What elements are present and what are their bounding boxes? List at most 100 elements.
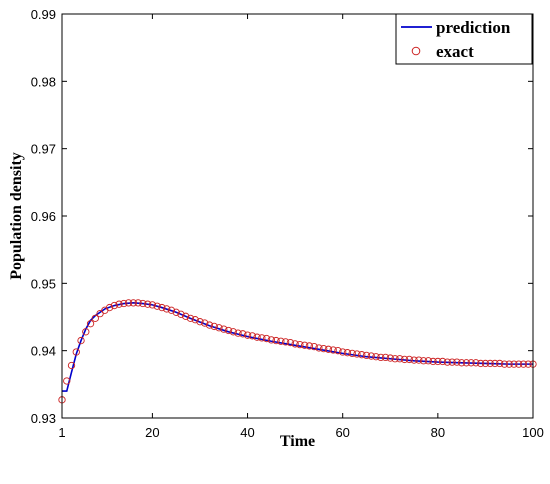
data-point-exact bbox=[400, 355, 409, 364]
data-point-exact bbox=[67, 361, 76, 370]
data-point-exact bbox=[305, 342, 314, 350]
data-point-exact bbox=[300, 341, 309, 349]
data-point-exact bbox=[105, 303, 114, 312]
data-point-exact bbox=[391, 355, 399, 363]
data-point-exact bbox=[362, 351, 371, 360]
data-point-exact bbox=[63, 377, 71, 385]
data-point-exact bbox=[496, 359, 504, 368]
data-point-exact bbox=[262, 334, 271, 343]
plot-layer bbox=[58, 299, 537, 404]
x-tick-label: 1 bbox=[58, 425, 65, 440]
data-point-exact bbox=[320, 344, 328, 353]
legend-box bbox=[395, 13, 533, 65]
data-point-exact bbox=[343, 349, 352, 357]
data-point-exact bbox=[224, 326, 233, 335]
data-point-exact bbox=[377, 353, 385, 362]
data-point-exact bbox=[172, 308, 180, 316]
y-tick-label: 0.99 bbox=[31, 7, 56, 22]
data-point-exact bbox=[143, 300, 152, 308]
data-point-exact bbox=[519, 360, 528, 368]
data-point-exact bbox=[129, 299, 138, 307]
data-point-exact bbox=[205, 321, 214, 329]
data-point-exact bbox=[453, 358, 461, 366]
data-point-exact bbox=[82, 328, 90, 336]
data-point-exact bbox=[258, 334, 266, 342]
data-point-exact bbox=[158, 303, 166, 312]
y-tick-label: 0.98 bbox=[31, 74, 56, 89]
data-point-exact bbox=[277, 337, 285, 345]
data-point-exact bbox=[201, 319, 209, 327]
data-point-exact bbox=[443, 358, 452, 366]
data-point-exact bbox=[215, 324, 223, 332]
data-point-exact bbox=[148, 301, 157, 309]
data-point-exact bbox=[163, 305, 171, 313]
data-point-exact bbox=[310, 342, 318, 351]
data-point-exact bbox=[505, 360, 513, 368]
data-point-exact bbox=[234, 329, 242, 337]
x-tick-label: 40 bbox=[240, 425, 254, 440]
data-point-exact bbox=[115, 300, 123, 308]
data-point-exact bbox=[196, 318, 204, 326]
data-point-exact bbox=[415, 356, 423, 364]
data-point-exact bbox=[182, 312, 190, 320]
data-point-exact bbox=[220, 325, 228, 333]
y-tick-label: 0.94 bbox=[31, 344, 56, 359]
legend-label-prediction: prediction bbox=[436, 18, 511, 37]
x-tick-label: 80 bbox=[431, 425, 445, 440]
data-point-exact bbox=[253, 333, 261, 341]
data-point-exact bbox=[110, 301, 118, 310]
data-point-exact bbox=[77, 336, 85, 345]
data-point-exact bbox=[358, 351, 366, 359]
legend: prediction exact bbox=[395, 13, 533, 65]
y-tick-label: 0.93 bbox=[31, 411, 56, 426]
data-point-exact bbox=[481, 359, 490, 368]
data-point-exact bbox=[120, 299, 128, 308]
data-point-exact bbox=[124, 299, 133, 307]
data-point-exact bbox=[134, 299, 142, 307]
x-tick-label: 20 bbox=[145, 425, 159, 440]
data-point-exact bbox=[329, 346, 337, 354]
data-point-exact bbox=[462, 359, 471, 367]
legend-label-exact: exact bbox=[436, 42, 474, 61]
data-point-exact bbox=[239, 330, 247, 338]
data-point-exact bbox=[229, 328, 237, 336]
data-point-exact bbox=[367, 352, 375, 360]
data-point-exact bbox=[96, 309, 104, 318]
data-point-exact bbox=[438, 357, 447, 366]
axes-layer: 1 20 40 60 80 100 0.93 0.94 0.95 0.96 0.97 0.98 0.99 bbox=[31, 7, 544, 440]
data-point-exact bbox=[491, 359, 499, 368]
data-point-exact bbox=[348, 349, 356, 358]
data-point-exact bbox=[486, 359, 494, 368]
y-tick-label: 0.96 bbox=[31, 209, 56, 224]
data-point-exact bbox=[139, 299, 147, 308]
data-point-exact bbox=[429, 357, 437, 366]
data-point-exact bbox=[315, 344, 323, 352]
data-point-exact bbox=[72, 348, 80, 356]
data-point-exact bbox=[324, 345, 333, 353]
x-axis-label: Time bbox=[280, 433, 315, 450]
data-point-exact bbox=[91, 314, 99, 322]
data-point-exact bbox=[267, 336, 275, 344]
data-point-exact bbox=[353, 350, 361, 358]
data-point-exact bbox=[272, 336, 280, 345]
data-point-exact bbox=[286, 338, 295, 347]
data-point-exact bbox=[510, 360, 518, 368]
data-point-exact bbox=[153, 302, 161, 310]
data-point-exact bbox=[477, 359, 485, 368]
data-point-exact bbox=[167, 306, 176, 314]
data-point-exact bbox=[515, 360, 523, 368]
data-point-exact bbox=[339, 348, 347, 356]
data-point-exact bbox=[472, 359, 480, 367]
data-point-exact bbox=[177, 310, 185, 318]
y-axis-label: Population density bbox=[8, 152, 25, 280]
data-point-exact bbox=[291, 340, 299, 348]
y-tick-label: 0.97 bbox=[31, 142, 56, 157]
data-point-exact bbox=[381, 353, 390, 362]
data-point-exact bbox=[405, 355, 413, 364]
y-tick-label: 0.95 bbox=[31, 276, 56, 291]
data-point-exact bbox=[419, 357, 428, 365]
data-point-exact bbox=[186, 314, 195, 322]
data-point-exact bbox=[334, 347, 342, 355]
data-point-exact bbox=[467, 359, 475, 367]
